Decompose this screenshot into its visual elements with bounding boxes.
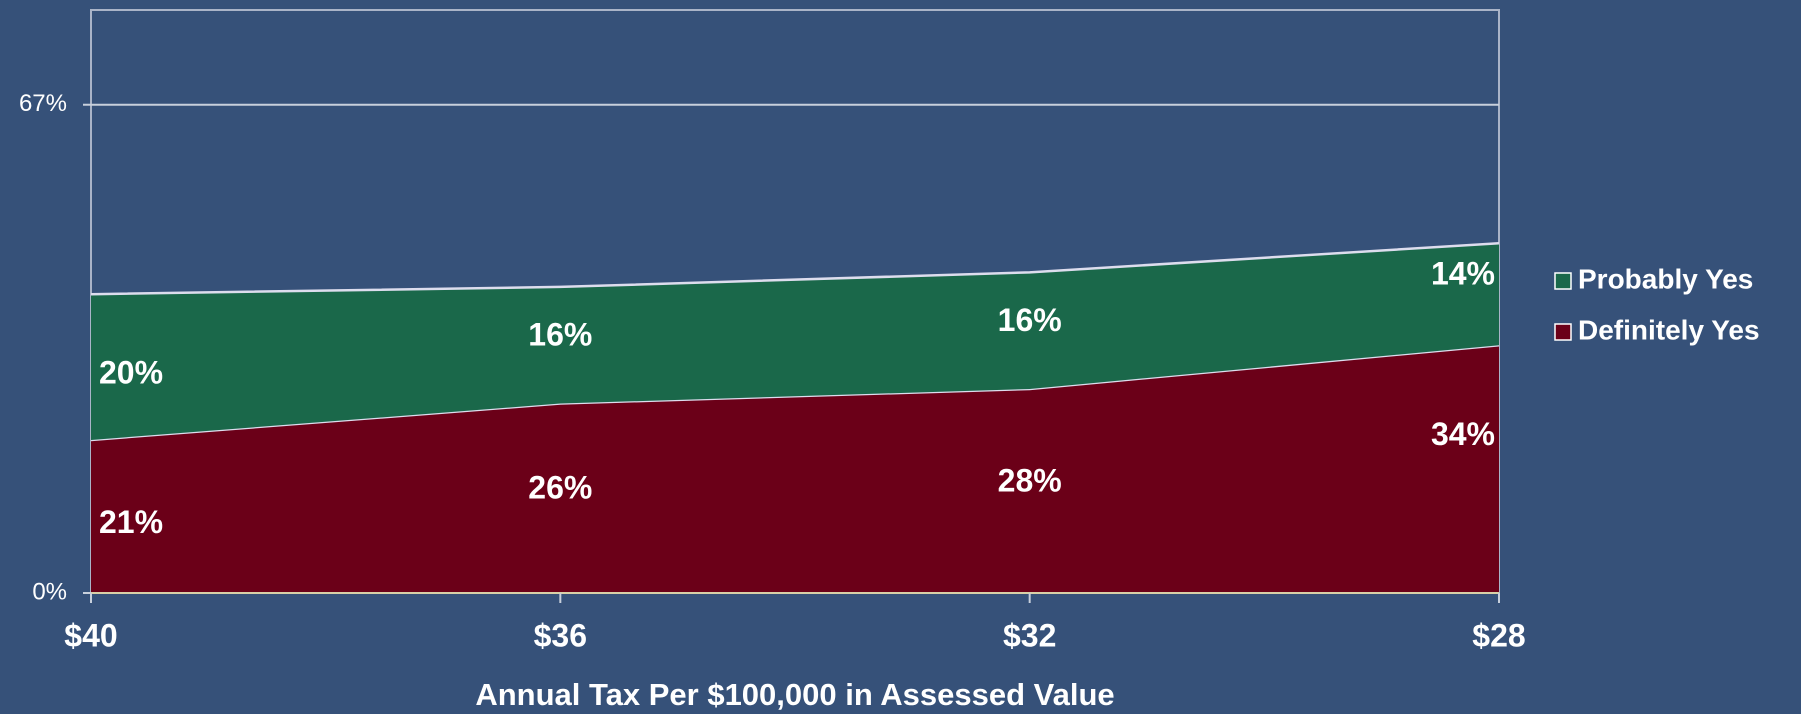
data-label: 14% xyxy=(1431,255,1495,291)
legend-swatch xyxy=(1554,323,1572,341)
data-label: 34% xyxy=(1431,416,1495,452)
y-tick-label: 0% xyxy=(32,578,67,605)
data-label: 16% xyxy=(998,302,1062,338)
data-label: 26% xyxy=(528,470,592,506)
x-tick-label: $32 xyxy=(1003,617,1056,653)
legend-swatch xyxy=(1554,272,1572,290)
legend-label: Definitely Yes xyxy=(1578,314,1760,345)
x-tick-label: $28 xyxy=(1472,617,1525,653)
x-tick-label: $40 xyxy=(64,617,117,653)
area xyxy=(91,243,1499,440)
data-label: 28% xyxy=(998,462,1062,498)
x-tick-label: $36 xyxy=(534,617,587,653)
area-edge xyxy=(90,241,1500,296)
data-label: 16% xyxy=(528,317,592,353)
area xyxy=(91,345,1499,593)
y-tick-label: 67% xyxy=(19,90,67,117)
data-label: 20% xyxy=(99,355,163,391)
legend-label: Probably Yes xyxy=(1578,263,1753,294)
data-label: 21% xyxy=(99,504,163,540)
x-axis-title: Annual Tax Per $100,000 in Assessed Valu… xyxy=(475,677,1114,712)
